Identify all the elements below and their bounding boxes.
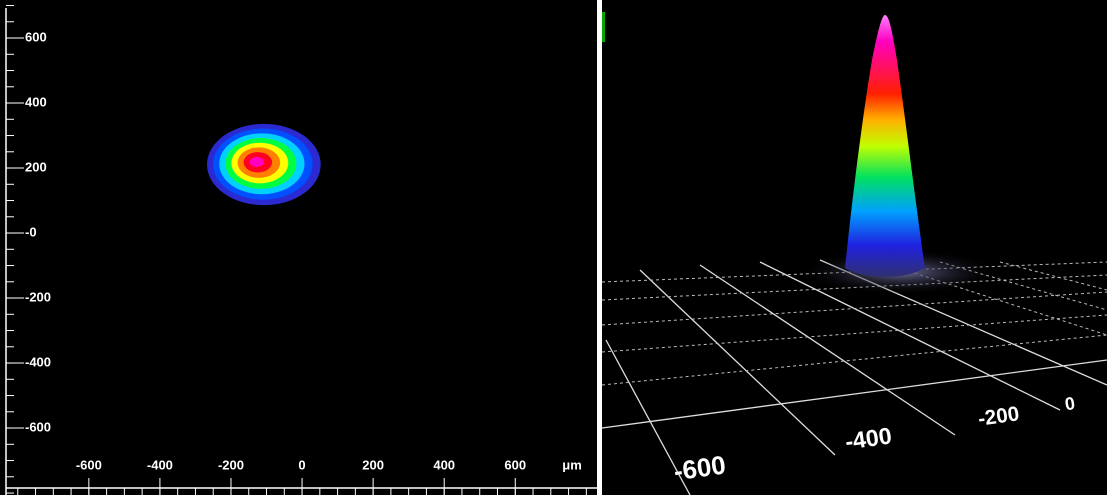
y-tick-label: 600 bbox=[25, 29, 47, 44]
contour-level bbox=[250, 157, 264, 167]
x-tick-label: 0 bbox=[298, 457, 305, 472]
x-tick-label: -600 bbox=[76, 457, 102, 472]
screen: 600 400 200 -0 -200 -400 -600 -600 -400 -200 0 200 4… bbox=[0, 0, 1107, 495]
y-tick-label: 200 bbox=[25, 159, 47, 174]
y-tick-label: -0 bbox=[25, 224, 37, 239]
x-tick-label: 200 bbox=[362, 457, 384, 472]
x-tick-label: -400 bbox=[147, 457, 173, 472]
y-tick-label: -400 bbox=[25, 354, 51, 369]
x-tick-label: -200 bbox=[218, 457, 244, 472]
left-panel bbox=[0, 0, 597, 495]
y-tick-label: -200 bbox=[25, 289, 51, 304]
y-tick-label: 400 bbox=[25, 94, 47, 109]
x-unit: μm bbox=[562, 457, 582, 472]
y-tick-label: -600 bbox=[25, 419, 51, 434]
axis-stub bbox=[602, 12, 605, 42]
x-tick-label: 600 bbox=[504, 457, 526, 472]
x-tick-label: 400 bbox=[433, 457, 455, 472]
